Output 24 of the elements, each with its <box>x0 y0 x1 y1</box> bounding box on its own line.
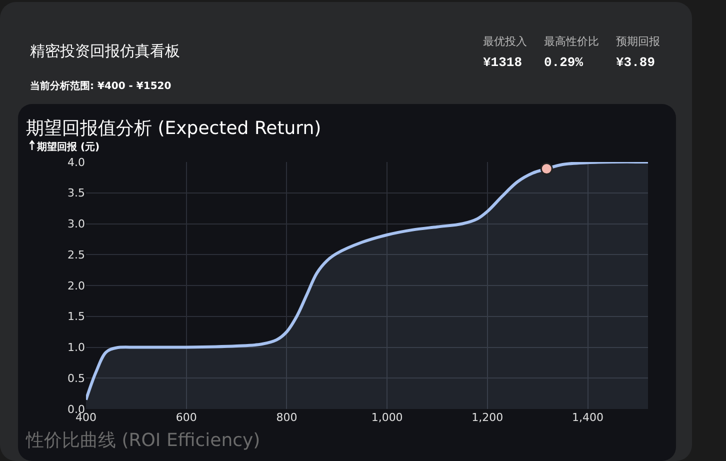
text: 精密投资回报仿真看板 <box>30 42 180 61</box>
y-axis-title: 期望回报 (元) <box>37 142 100 153</box>
y-tick-label: 1.0 <box>68 341 85 354</box>
y-tick-label: 1.5 <box>68 310 85 324</box>
chart-title: 期望回报值分析 (Expected Return) <box>26 117 322 140</box>
text: 最高性价比 <box>544 34 599 49</box>
y-tick-label: 3.0 <box>68 218 85 231</box>
x-tick-label: 1,400 <box>572 411 604 424</box>
x-tick-label: 1,000 <box>371 411 403 424</box>
text: 最优投入 <box>483 34 527 49</box>
y-tick-label: 2.0 <box>68 279 85 292</box>
y-tick-label: 2.5 <box>68 248 85 262</box>
text: 预期回报 <box>616 34 660 49</box>
text: 0.29% <box>544 55 584 70</box>
y-tick-label: 4.0 <box>68 156 85 169</box>
text: ¥1318 <box>483 55 522 70</box>
y-tick-label: 3.5 <box>68 186 85 200</box>
text: 当前分析范围: ¥400 - ¥1520 <box>30 80 172 93</box>
x-tick-label: 1,200 <box>472 411 504 424</box>
x-tick-label: 800 <box>276 411 298 424</box>
text: 性价比曲线 (ROI Efficiency) <box>26 429 260 452</box>
y-tick-label: 0.5 <box>68 372 85 385</box>
text: ¥3.89 <box>616 55 656 70</box>
x-tick-label: 600 <box>176 411 197 424</box>
